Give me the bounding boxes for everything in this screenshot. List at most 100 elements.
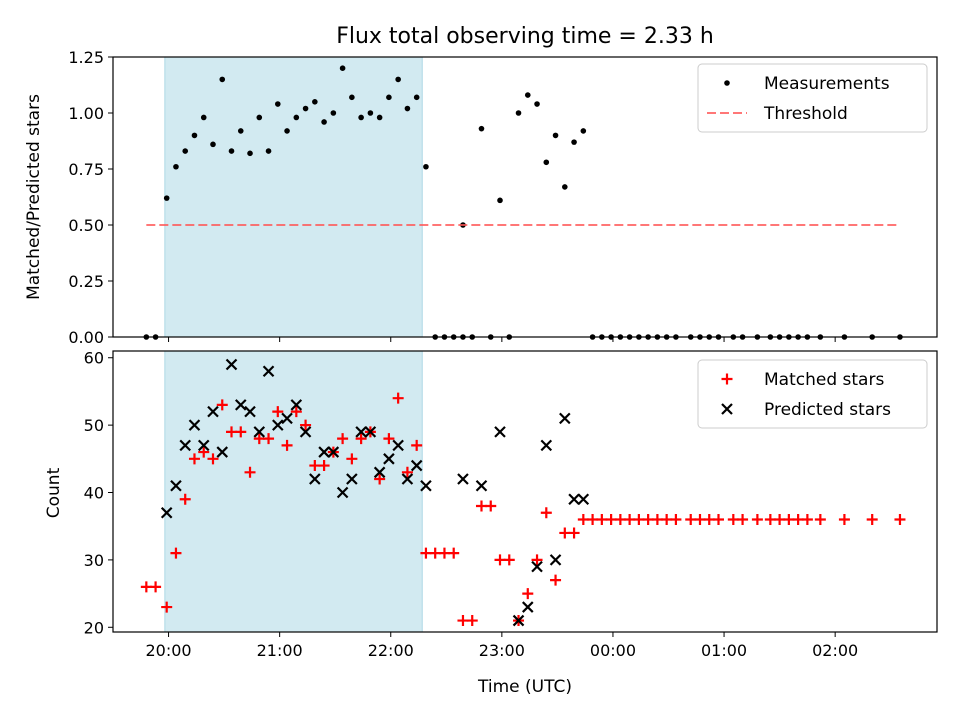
measurement-point xyxy=(478,125,485,132)
measurement-point xyxy=(413,94,420,101)
matched-point xyxy=(801,513,813,525)
matched-point xyxy=(355,433,367,445)
matched-point xyxy=(140,581,152,593)
y-tick-label: 40 xyxy=(84,484,104,503)
x-tick-label: 00:00 xyxy=(590,641,636,660)
predicted-point xyxy=(392,439,404,452)
predicted-point xyxy=(549,554,562,566)
predicted-point xyxy=(522,601,534,613)
measurement-point xyxy=(200,114,207,121)
legend-box xyxy=(697,63,928,133)
shaded-interval xyxy=(164,350,423,633)
measurement-point xyxy=(247,150,253,157)
predicted-point xyxy=(346,473,358,485)
matched-point xyxy=(894,513,906,525)
predicted-point xyxy=(355,426,367,438)
y-tick-label: 1.00 xyxy=(68,104,104,123)
matched-point xyxy=(448,547,460,559)
matched-point xyxy=(318,460,330,472)
matched-point xyxy=(401,466,413,478)
measurement-point xyxy=(395,76,401,83)
matched-point xyxy=(475,500,487,512)
legend-label: Matched stars xyxy=(764,370,884,390)
matched-point xyxy=(337,433,349,445)
matched-point xyxy=(614,513,626,525)
predicted-point xyxy=(512,614,525,627)
y-tick-label: 0.50 xyxy=(68,216,104,235)
matched-point xyxy=(751,513,763,525)
legend-box xyxy=(697,359,928,429)
predicted-point xyxy=(494,426,506,438)
x-axis-label: Time (UTC) xyxy=(477,677,572,697)
measurement-point xyxy=(312,99,318,105)
measurement-point xyxy=(284,128,290,134)
y-tick-label: 20 xyxy=(84,618,104,637)
matched-point xyxy=(216,399,228,411)
legend-marker-matched xyxy=(721,373,733,385)
matched-point xyxy=(522,588,534,600)
matched-point xyxy=(346,453,358,465)
x-tick-label: 22:00 xyxy=(368,641,414,660)
predicted-point xyxy=(197,439,210,452)
measurement-point xyxy=(376,114,383,121)
matched-point xyxy=(170,547,182,559)
measurement-point xyxy=(265,148,272,154)
y-tick-label: 0.00 xyxy=(68,328,104,347)
matched-point xyxy=(494,554,506,566)
predicted-point xyxy=(290,399,303,411)
predicted-point xyxy=(225,358,238,371)
predicted-point xyxy=(475,479,488,492)
measurement-point xyxy=(562,184,568,190)
legend-marker-measurements xyxy=(724,80,730,86)
legend-label: Threshold xyxy=(763,104,848,124)
x-tick-label: 01:00 xyxy=(701,641,747,660)
matched-point xyxy=(577,513,589,525)
measurement-point xyxy=(339,65,346,71)
predicted-point xyxy=(299,426,312,438)
measurement-point xyxy=(275,101,281,107)
axes-frame xyxy=(112,56,938,338)
matched-point xyxy=(290,406,302,418)
measurement-point xyxy=(552,132,559,139)
measurement-point xyxy=(543,159,550,166)
y-tick-label: 0.75 xyxy=(68,160,104,179)
measurement-point xyxy=(367,110,374,116)
predicted-point xyxy=(253,426,266,438)
predicted-point xyxy=(244,405,256,418)
matched-point xyxy=(309,460,321,472)
matched-point xyxy=(814,513,826,525)
matched-point xyxy=(235,426,247,438)
matched-point xyxy=(374,473,386,485)
y-tick-label: 50 xyxy=(84,416,104,435)
predicted-point xyxy=(262,365,275,377)
predicted-point xyxy=(540,439,553,452)
matched-point xyxy=(550,574,562,586)
matched-point xyxy=(420,547,432,559)
matched-point xyxy=(568,527,580,539)
measurement-point xyxy=(580,128,587,134)
matched-point xyxy=(764,513,776,525)
measurement-point xyxy=(524,92,531,98)
legend-marker-predicted xyxy=(721,403,733,415)
measurement-point xyxy=(349,94,355,101)
measurement-point xyxy=(191,132,198,139)
matched-point xyxy=(596,513,608,525)
measurement-point xyxy=(515,110,522,116)
matched-point xyxy=(226,426,238,438)
matched-point xyxy=(253,433,265,445)
matched-point xyxy=(651,513,663,525)
predicted-point xyxy=(272,419,284,431)
matched-point xyxy=(713,513,725,525)
measurement-point xyxy=(228,148,235,154)
shaded-interval xyxy=(164,56,423,338)
measurement-point xyxy=(219,76,226,83)
matched-point xyxy=(263,433,275,445)
predicted-point xyxy=(207,405,219,418)
y-axis-label-bottom: Count xyxy=(44,467,64,518)
matched-point xyxy=(685,513,697,525)
predicted-point xyxy=(577,493,590,506)
matched-point xyxy=(792,513,804,525)
matched-point xyxy=(466,615,478,627)
matched-point xyxy=(624,513,636,525)
measurement-point xyxy=(386,94,392,101)
